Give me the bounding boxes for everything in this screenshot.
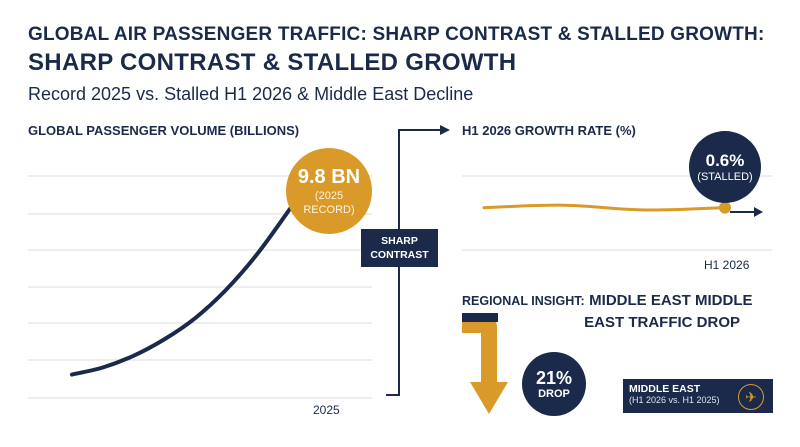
drop-callout: 21% DROP [522, 352, 586, 416]
insight-line2: EAST TRAFFIC DROP [584, 314, 740, 331]
growth-endpoint-dot [719, 201, 731, 214]
growth-callout-value: 0.6% [705, 151, 745, 170]
left-x-label: 2025 [313, 403, 340, 417]
chart-title: GLOBAL AIR PASSENGER TRAFFIC: SHARP CONT… [28, 24, 765, 45]
volume-callout-note: (2025 RECORD) [303, 189, 355, 216]
drop-value: 21% [535, 368, 573, 388]
volume-line [70, 166, 320, 377]
insight-lead: REGIONAL INSIGHT: [462, 294, 585, 308]
contrast-line1: SHARP [381, 235, 418, 247]
middle-east-period: (H1 2026 vs. H1 2025) [629, 395, 720, 405]
growth-line [482, 203, 727, 212]
volume-callout: 9.8 BN (2025 RECORD) [286, 148, 372, 234]
right-panel-title: H1 2026 GROWTH RATE (%) [462, 123, 636, 138]
growth-arrow [730, 207, 763, 217]
volume-callout-value: 9.8 BN [297, 165, 361, 188]
growth-callout-note: (STALLED) [697, 171, 753, 183]
insight-main: MIDDLE EAST MIDDLE [589, 292, 753, 309]
left-gridlines [28, 175, 372, 399]
connector-arrowhead [440, 125, 450, 135]
chart-title-line2: SHARP CONTRAST & STALLED GROWTH [28, 49, 517, 76]
right-x-label: H1 2026 [704, 258, 750, 272]
sharp-contrast-label: SHARP CONTRAST [361, 229, 438, 267]
airplane-icon: ✈ [738, 384, 764, 410]
chart-subtitle: Record 2025 vs. Stalled H1 2026 & Middle… [28, 84, 474, 104]
growth-callout: 0.6% (STALLED) [689, 131, 761, 203]
contrast-line2: CONTRAST [370, 249, 429, 261]
drop-arrow-icon [462, 313, 508, 414]
middle-east-title: MIDDLE EAST [629, 383, 701, 395]
left-panel-title: GLOBAL PASSENGER VOLUME (BILLIONS) [28, 123, 300, 138]
regional-insight: REGIONAL INSIGHT: MIDDLE EAST MIDDLE EAS… [462, 290, 772, 333]
drop-label: DROP [538, 388, 570, 400]
